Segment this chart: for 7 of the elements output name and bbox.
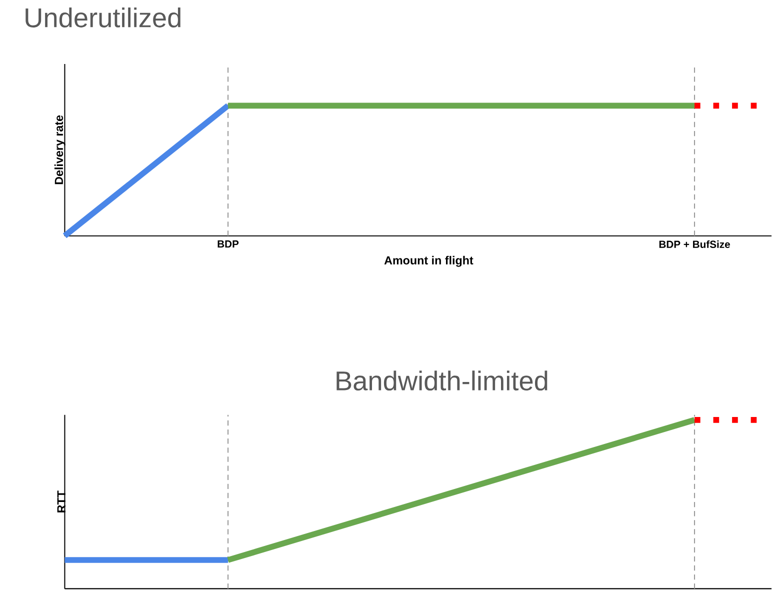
x-axis-title: Amount in flight (384, 256, 474, 267)
x-tick-label: BDP (218, 240, 239, 248)
x-tick-label: BDP + BufSize (659, 240, 730, 248)
chart-title: Bandwidth-limited (336, 370, 548, 390)
y-axis-title: Delivery rate (54, 115, 66, 184)
chart-title: Underutilized (26, 7, 180, 28)
y-axis-title: RTT (57, 490, 66, 512)
